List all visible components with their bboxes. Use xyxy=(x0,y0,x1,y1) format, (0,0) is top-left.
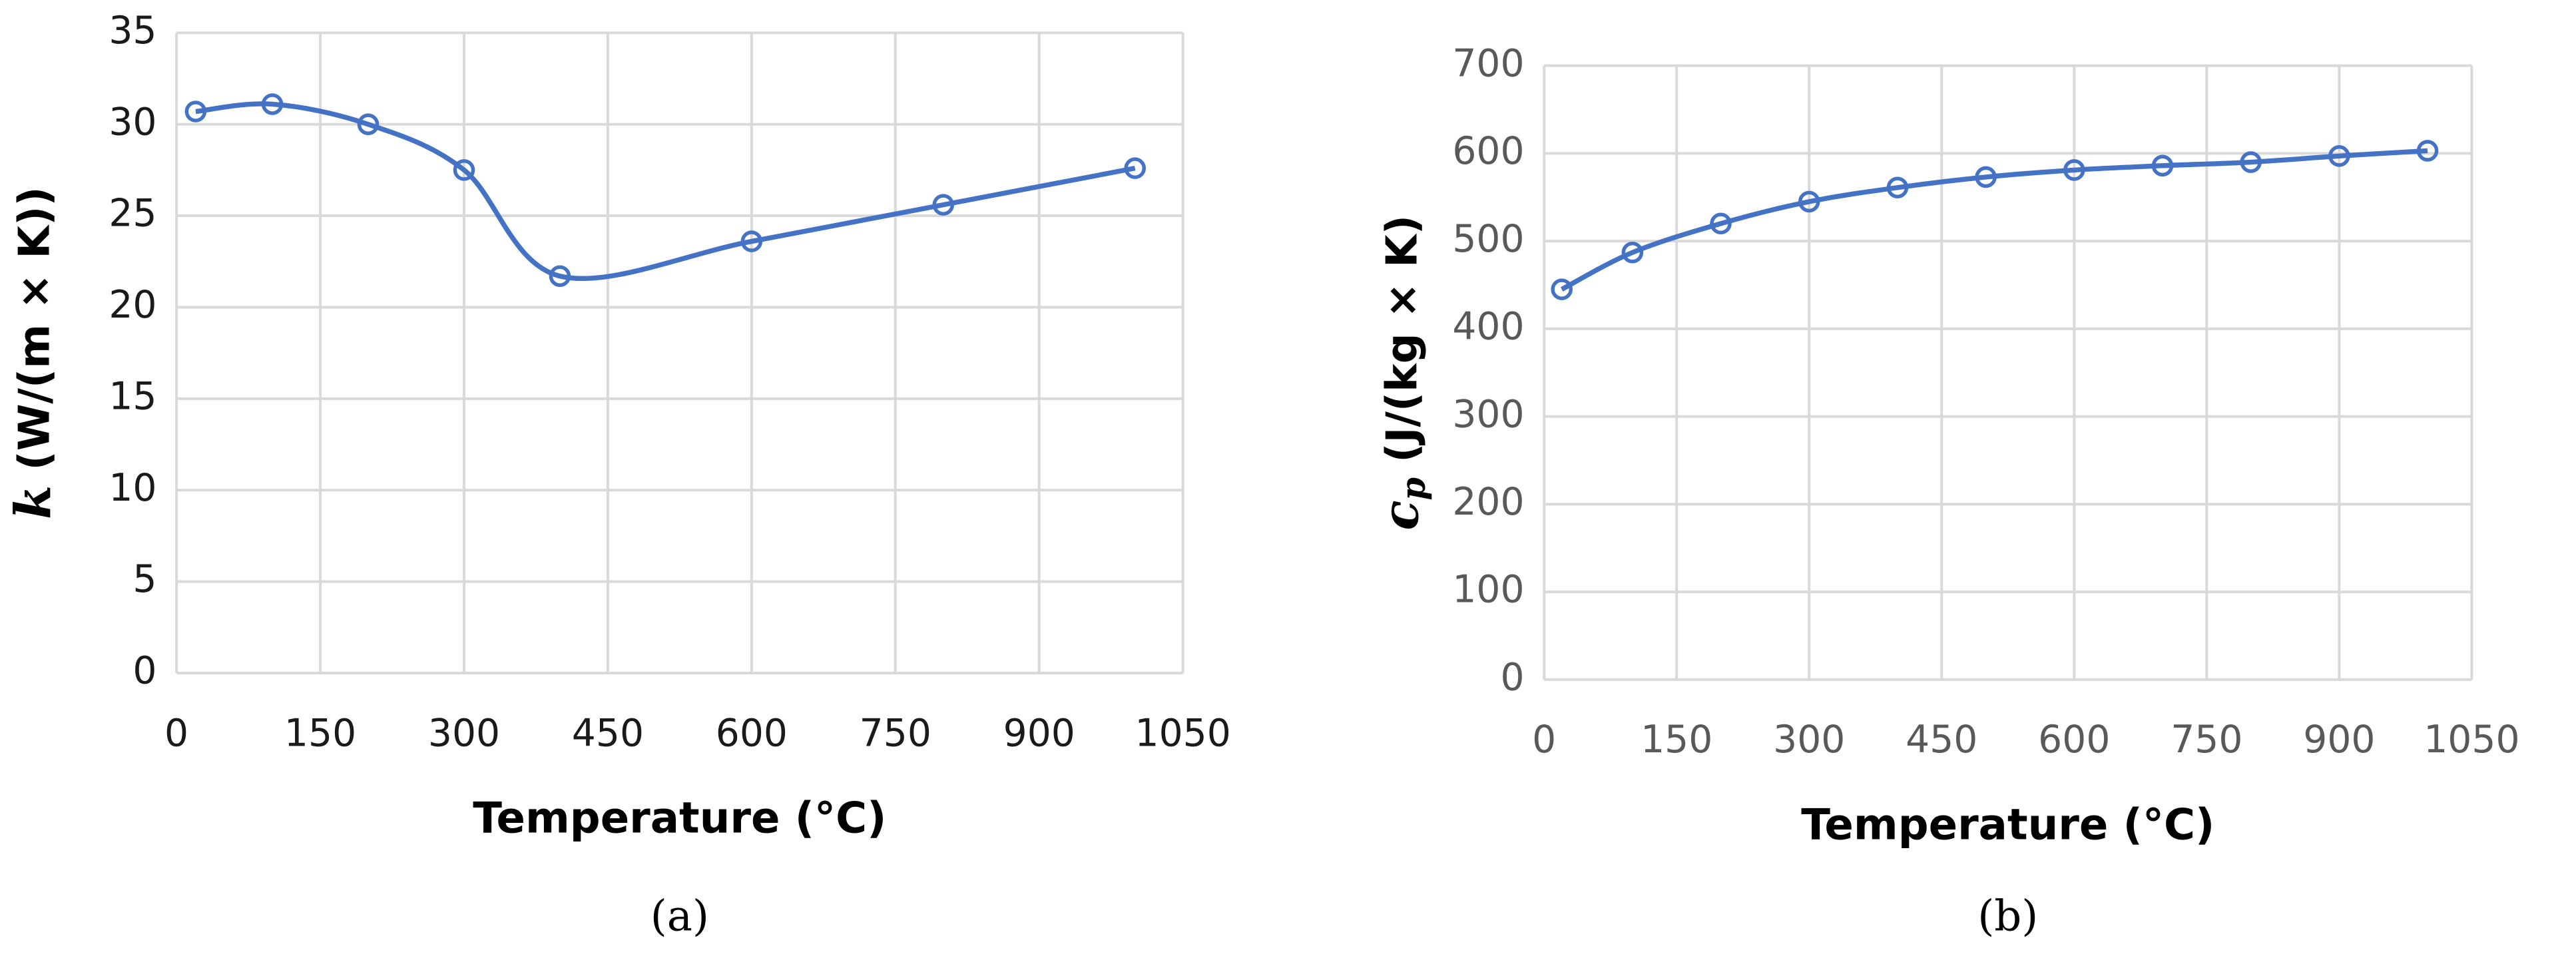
x-axis-title: Temperature (°C) xyxy=(473,794,886,843)
data-line xyxy=(195,101,1136,282)
x-tick-label: 1050 xyxy=(2424,718,2519,762)
x-tick-label: 150 xyxy=(284,711,356,755)
data-point xyxy=(357,113,380,135)
data-point xyxy=(932,194,955,216)
data-point xyxy=(1551,278,1573,300)
x-tick-label: 750 xyxy=(860,711,931,755)
y-tick-label: 200 xyxy=(1452,480,1524,524)
x-tick-label: 600 xyxy=(2038,718,2110,762)
x-axis-title: Temperature (°C) xyxy=(1801,800,2214,849)
x-tick-label: 0 xyxy=(164,711,188,755)
x-tick-label: 150 xyxy=(1641,718,1712,762)
y-tick-label: 5 xyxy=(132,557,156,601)
y-tick-label: 400 xyxy=(1452,305,1524,349)
y-tick-label: 100 xyxy=(1452,568,1524,612)
y-axis-text: (J/(kg × K) xyxy=(1377,215,1427,477)
y-axis-subscript: p xyxy=(1394,477,1432,500)
y-axis-symbol: c xyxy=(1372,501,1429,531)
data-point xyxy=(549,265,571,288)
y-axis-symbol: k xyxy=(5,485,62,519)
data-point xyxy=(2416,140,2439,162)
data-point xyxy=(2151,154,2174,177)
data-point xyxy=(2063,159,2085,181)
data-line xyxy=(1561,148,2428,292)
x-tick-label: 900 xyxy=(2303,718,2375,762)
panel-label: (a) xyxy=(650,891,709,941)
x-tick-label: 450 xyxy=(1906,718,1977,762)
data-point xyxy=(1886,176,1909,199)
y-axis-text: (W/(m × K)) xyxy=(9,186,59,485)
chart-panel: 0 5 10 15 20 25 30 35 0 150 300 450 600 750 900 1050 Tem… xyxy=(5,9,1231,941)
y-tick-label: 700 xyxy=(1452,41,1524,85)
chart-panel: 0 100 200 300 400 500 600 700 0 150 300 450 600 750 90… xyxy=(1372,41,2519,941)
data-point xyxy=(184,101,207,122)
y-tick-label: 300 xyxy=(1452,392,1524,436)
x-tick-label: 0 xyxy=(1532,718,1556,762)
y-tick-label: 500 xyxy=(1452,217,1524,261)
data-point xyxy=(1975,166,1997,188)
data-point xyxy=(1798,190,1820,213)
x-tick-label: 900 xyxy=(1003,711,1075,755)
x-tick-label: 1050 xyxy=(1135,711,1231,755)
panel-label: (b) xyxy=(1977,891,2038,941)
x-tick-label: 300 xyxy=(428,711,500,755)
y-tick-label: 30 xyxy=(109,100,156,144)
y-tick-label: 25 xyxy=(109,192,156,236)
y-tick-label: 20 xyxy=(109,283,156,327)
y-axis-title: cp (J/(kg × K) xyxy=(1372,215,1432,531)
y-tick-label: 0 xyxy=(1501,655,1525,699)
y-tick-label: 0 xyxy=(132,649,156,693)
data-point xyxy=(453,159,475,181)
data-point xyxy=(1710,212,1732,235)
data-point xyxy=(1124,157,1146,179)
data-point xyxy=(2240,151,2262,173)
y-tick-label: 10 xyxy=(109,466,156,510)
y-tick-label: 15 xyxy=(109,374,156,418)
data-point xyxy=(740,230,763,252)
x-tick-label: 450 xyxy=(572,711,644,755)
data-point xyxy=(1621,241,1644,264)
y-tick-label: 35 xyxy=(109,9,156,53)
y-tick-label: 600 xyxy=(1452,129,1524,173)
x-tick-label: 300 xyxy=(1773,718,1845,762)
data-point xyxy=(2328,145,2350,167)
x-tick-label: 600 xyxy=(716,711,788,755)
data-point xyxy=(261,93,284,115)
y-axis-title: k (W/(m × K)) xyxy=(5,186,62,519)
x-tick-label: 750 xyxy=(2171,718,2242,762)
